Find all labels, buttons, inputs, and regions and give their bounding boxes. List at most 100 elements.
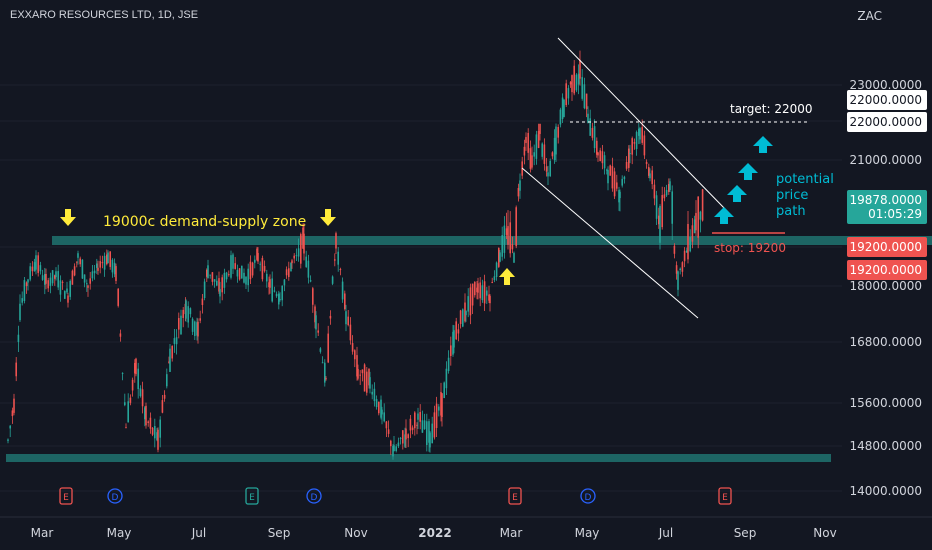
candle-body bbox=[261, 257, 264, 280]
candle-body bbox=[507, 226, 509, 245]
price-label-box bbox=[847, 237, 927, 257]
candle-body bbox=[471, 283, 474, 306]
candle-body bbox=[440, 391, 442, 416]
candle-body bbox=[575, 74, 578, 91]
candle-body bbox=[335, 233, 337, 249]
candle-body bbox=[96, 263, 98, 268]
candle-body bbox=[47, 280, 49, 289]
target-label: target: 22000 bbox=[730, 102, 813, 116]
candle-body bbox=[405, 428, 407, 440]
candle-body bbox=[354, 350, 356, 360]
candle-body bbox=[585, 93, 588, 110]
candle-body bbox=[166, 374, 168, 387]
candle-body bbox=[305, 256, 307, 267]
candle-body bbox=[77, 253, 79, 258]
candle-body bbox=[477, 283, 479, 293]
candle-body bbox=[438, 406, 440, 411]
candle-body bbox=[559, 109, 562, 125]
candle-body bbox=[416, 424, 418, 426]
demand-supply-zone-band bbox=[52, 236, 932, 245]
candle-body bbox=[648, 167, 650, 176]
candle-body bbox=[397, 442, 400, 447]
candle-body bbox=[31, 266, 34, 272]
candle-body bbox=[259, 263, 261, 265]
candle-body bbox=[206, 269, 208, 277]
candle-body bbox=[351, 343, 354, 352]
candle-body bbox=[303, 233, 305, 254]
candle-body bbox=[103, 255, 106, 270]
candle-body bbox=[347, 316, 349, 326]
candle-body bbox=[481, 285, 484, 301]
candle-body bbox=[312, 288, 314, 305]
candle-body bbox=[429, 432, 431, 448]
candle-body bbox=[363, 364, 366, 392]
candle-body bbox=[673, 245, 676, 254]
candle-body bbox=[9, 425, 11, 429]
candle-body bbox=[423, 420, 426, 430]
candle-body bbox=[681, 262, 684, 272]
path-label-line: price bbox=[776, 188, 808, 203]
candle-body bbox=[225, 272, 228, 280]
candle-body bbox=[71, 270, 74, 285]
candle-body bbox=[7, 439, 9, 441]
candle-body bbox=[209, 274, 211, 276]
candle-body bbox=[293, 255, 295, 259]
candle-body bbox=[51, 270, 54, 284]
candle-body bbox=[341, 281, 344, 300]
candle-body bbox=[476, 287, 478, 293]
candle-body bbox=[488, 294, 490, 301]
candle-body bbox=[189, 308, 192, 315]
candle-body bbox=[701, 189, 704, 221]
down-arrow-icon bbox=[320, 209, 336, 226]
candle-body bbox=[621, 178, 623, 186]
candle-body bbox=[87, 285, 89, 288]
candle-body bbox=[19, 303, 21, 321]
event-marker-letter: E bbox=[512, 493, 518, 503]
candle-body bbox=[73, 266, 76, 276]
candle-body bbox=[185, 300, 187, 319]
candle-body bbox=[565, 83, 567, 106]
candle-body bbox=[124, 402, 126, 406]
candle-body bbox=[211, 272, 214, 282]
x-axis-tick-label: Jul bbox=[191, 526, 206, 540]
candle-body bbox=[93, 270, 96, 274]
candle-body bbox=[639, 128, 641, 140]
candle-body bbox=[467, 296, 469, 312]
candle-body bbox=[178, 318, 180, 330]
candle-body bbox=[17, 334, 20, 342]
candle-body bbox=[137, 368, 139, 390]
candle-body bbox=[599, 150, 601, 162]
candle-body bbox=[603, 155, 606, 169]
candle-body bbox=[623, 176, 626, 180]
candle-body bbox=[465, 310, 467, 316]
candle-body bbox=[619, 191, 621, 199]
candle-body bbox=[145, 405, 147, 426]
candle-body bbox=[21, 298, 23, 303]
candle-body bbox=[501, 235, 503, 257]
price-label-text: 22000.0000 bbox=[849, 115, 922, 129]
candle-body bbox=[141, 389, 144, 407]
candle-body bbox=[417, 413, 419, 420]
candle-body bbox=[106, 254, 108, 265]
candle-body bbox=[567, 88, 570, 99]
candle-body bbox=[625, 161, 628, 169]
candle-body bbox=[337, 251, 339, 265]
x-axis-tick-label: Mar bbox=[500, 526, 523, 540]
candle-body bbox=[426, 421, 428, 445]
candle-body bbox=[693, 219, 696, 234]
earnings-marker-icon bbox=[508, 487, 522, 505]
candle-body bbox=[435, 403, 438, 428]
candle-body bbox=[55, 271, 57, 278]
candle-body bbox=[547, 172, 549, 177]
candle-body bbox=[557, 127, 559, 138]
candle-body bbox=[44, 274, 46, 285]
candle-body bbox=[393, 445, 395, 452]
up-arrow-icon bbox=[753, 136, 773, 153]
candle-body bbox=[613, 171, 616, 197]
candle-body bbox=[125, 427, 127, 429]
candle-body bbox=[245, 276, 247, 285]
candle-body bbox=[697, 196, 699, 238]
candle-body bbox=[57, 271, 59, 288]
earnings-marker-icon bbox=[718, 487, 732, 505]
